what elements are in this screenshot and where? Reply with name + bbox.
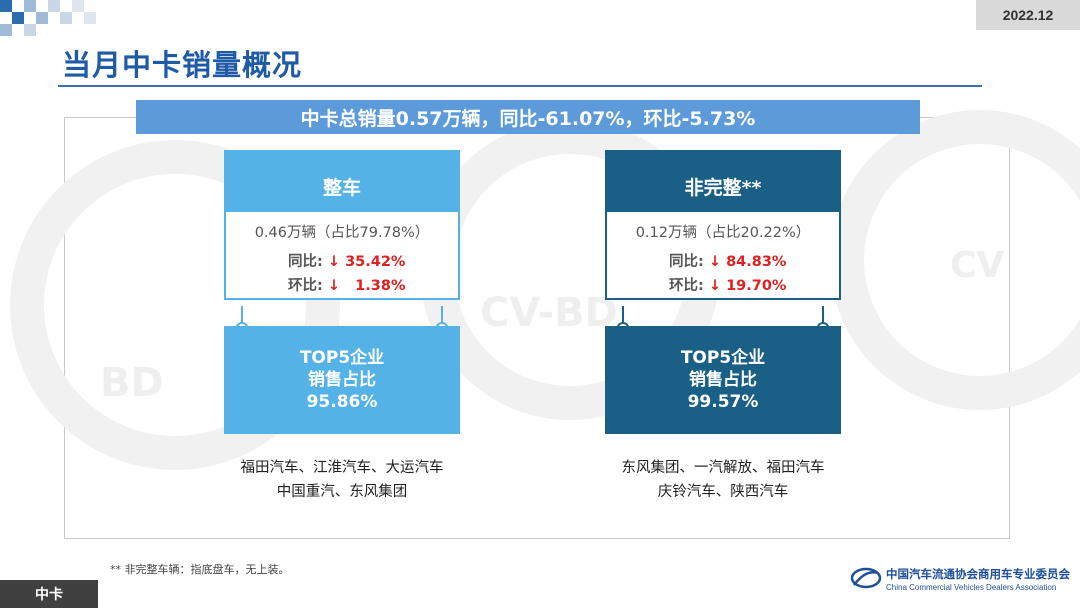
top5-value: 95.86% xyxy=(306,392,378,412)
yoy-value: ↓ 84.83% xyxy=(708,254,787,270)
top5-subtitle: 销售占比 xyxy=(689,370,757,390)
mom-value: ↓ 19.70% xyxy=(708,278,787,294)
yoy-label: 同比: xyxy=(669,254,704,270)
hanger-line xyxy=(822,306,824,324)
title-divider xyxy=(58,85,982,87)
companies-line: 福田汽车、江淮汽车、大运汽车 xyxy=(240,460,444,476)
mom-label: 环比: xyxy=(288,278,323,294)
volume-text: 0.46万辆（占比79.78%） xyxy=(254,225,430,241)
yoy-label: 同比: xyxy=(288,254,323,270)
card-incomplete-vehicle-stats: 0.12万辆（占比20.22%） 同比: ↓ 84.83% 环比: ↓ 19.7… xyxy=(605,210,841,300)
volume-text: 0.12万辆（占比20.22%） xyxy=(635,225,811,241)
companies-line: 东风集团、一汽解放、福田汽车 xyxy=(621,460,825,476)
card-incomplete-vehicle-companies: 东风集团、一汽解放、福田汽车 庆铃汽车、陕西汽车 xyxy=(600,456,846,504)
association-name-cn: 中国汽车流通协会商用车专业委员会 xyxy=(886,567,1070,581)
mom-label: 环比: xyxy=(669,278,704,294)
yoy-value: ↓ 35.42% xyxy=(327,254,406,270)
association-name-en: China Commercial Vehicles Dealers Associ… xyxy=(886,583,1057,592)
mom-row: 环比: ↓ 19.70% xyxy=(669,274,786,295)
top5-value: 99.57% xyxy=(687,392,759,412)
yoy-row: 同比: ↓ 35.42% xyxy=(288,250,405,271)
top5-title: TOP5企业 xyxy=(299,348,385,368)
yoy-row: 同比: ↓ 84.83% xyxy=(669,250,786,271)
card-complete-vehicle-stats: 0.46万辆（占比79.78%） 同比: ↓ 35.42% 环比: ↓ 1.38… xyxy=(224,210,460,300)
mom-value: ↓ 1.38% xyxy=(327,278,406,294)
page-title: 当月中卡销量概况 xyxy=(62,48,303,82)
hanger-line xyxy=(622,306,624,324)
card-incomplete-vehicle-top5: TOP5企业 销售占比 99.57% xyxy=(605,326,841,434)
top5-title: TOP5企业 xyxy=(680,348,766,368)
section-tag: 中卡 xyxy=(0,580,98,608)
hanger-line xyxy=(241,306,243,324)
corner-checker-decoration xyxy=(0,0,96,40)
companies-line: 庆铃汽车、陕西汽车 xyxy=(657,484,789,500)
summary-banner: 中卡总销量0.57万辆，同比-61.07%，环比-5.73% xyxy=(136,100,920,134)
companies-line: 中国重汽、东风集团 xyxy=(276,484,408,500)
hanger-line xyxy=(441,306,443,324)
mom-row: 环比: ↓ 1.38% xyxy=(288,274,405,295)
date-badge: 2022.12 xyxy=(976,0,1080,30)
card-complete-vehicle-top5: TOP5企业 销售占比 95.86% xyxy=(224,326,460,434)
association-logo-icon xyxy=(850,567,882,589)
top5-subtitle: 销售占比 xyxy=(308,370,376,390)
footnote: ** 非完整车辆：指底盘车，无上装。 xyxy=(110,563,290,576)
card-complete-vehicle-companies: 福田汽车、江淮汽车、大运汽车 中国重汽、东风集团 xyxy=(222,456,462,504)
